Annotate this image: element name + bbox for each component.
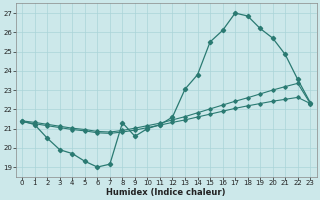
X-axis label: Humidex (Indice chaleur): Humidex (Indice chaleur) <box>107 188 226 197</box>
